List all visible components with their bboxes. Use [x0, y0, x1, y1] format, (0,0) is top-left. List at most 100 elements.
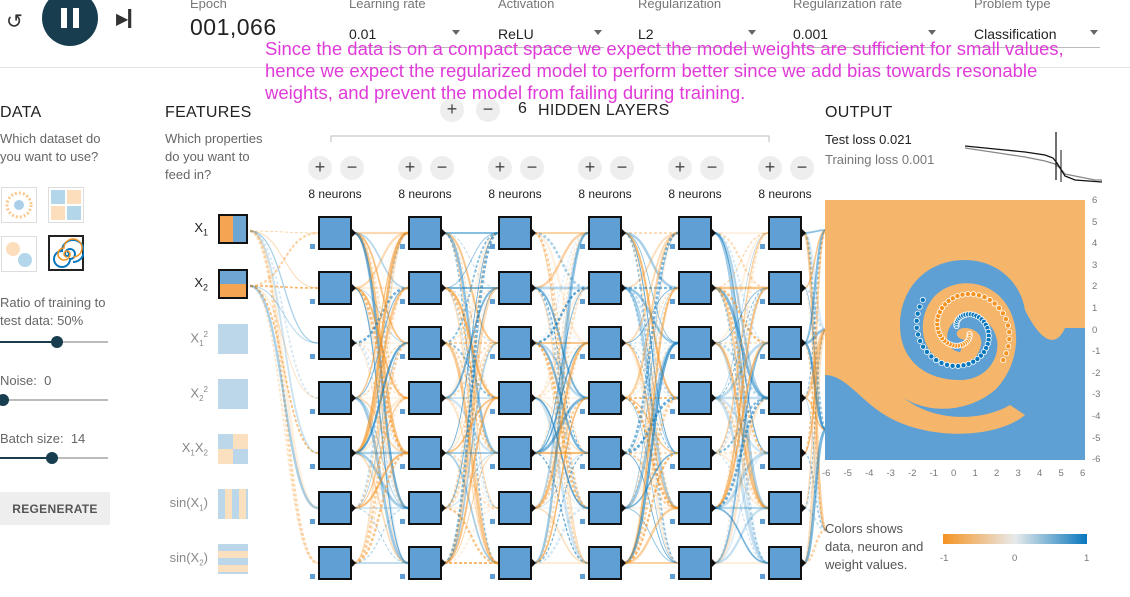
neuron[interactable] — [318, 491, 356, 525]
weight-link[interactable] — [623, 342, 679, 399]
feature-x2-squared[interactable] — [218, 379, 248, 409]
step-icon[interactable]: ▶▎ — [116, 11, 141, 28]
weight-link[interactable] — [353, 397, 409, 509]
weight-link[interactable] — [623, 232, 679, 509]
weight-link[interactable] — [713, 342, 769, 509]
weight-link[interactable] — [623, 287, 679, 454]
neuron[interactable] — [498, 546, 536, 580]
weight-link[interactable] — [713, 342, 769, 564]
weight-link[interactable] — [249, 230, 319, 454]
weight-link[interactable] — [533, 231, 589, 510]
remove-neuron-button[interactable]: − — [520, 156, 544, 180]
weight-link[interactable] — [443, 231, 499, 400]
weight-link[interactable] — [249, 285, 319, 399]
weight-link[interactable] — [353, 342, 409, 564]
weight-link[interactable] — [353, 232, 409, 564]
weight-link[interactable] — [353, 341, 409, 455]
learning-rate-select[interactable]: 0.01 — [349, 26, 462, 48]
weight-link[interactable] — [713, 232, 769, 344]
neuron[interactable] — [678, 436, 716, 470]
remove-neuron-button[interactable]: − — [340, 156, 364, 180]
weight-link[interactable] — [533, 232, 589, 399]
weight-link[interactable] — [443, 232, 499, 289]
weight-link[interactable] — [249, 285, 319, 564]
weight-link[interactable] — [623, 507, 679, 564]
reset-icon[interactable]: ↺ — [6, 11, 23, 33]
feature-x1x2[interactable] — [218, 434, 248, 464]
weight-link[interactable] — [623, 231, 679, 290]
weight-link[interactable] — [533, 287, 589, 454]
weight-link[interactable] — [623, 232, 679, 344]
weight-link[interactable] — [353, 231, 409, 455]
remove-layer-button[interactable]: − — [476, 98, 500, 122]
neuron[interactable] — [588, 491, 626, 525]
weight-link[interactable] — [713, 451, 769, 510]
remove-neuron-button[interactable]: − — [790, 156, 814, 180]
slider-handle[interactable] — [51, 336, 63, 348]
batch-slider[interactable] — [0, 452, 108, 464]
weight-link[interactable] — [803, 397, 827, 531]
remove-neuron-button[interactable]: − — [700, 156, 724, 180]
feature-sin-x2[interactable] — [218, 544, 248, 574]
weight-link[interactable] — [533, 232, 589, 454]
neuron[interactable] — [498, 436, 536, 470]
add-neuron-button[interactable]: + — [398, 156, 422, 180]
weight-link[interactable] — [249, 229, 319, 565]
weight-link[interactable] — [353, 342, 409, 509]
neuron[interactable] — [678, 546, 716, 580]
weight-link[interactable] — [249, 230, 319, 289]
neuron[interactable] — [408, 436, 446, 470]
weight-link[interactable] — [533, 287, 589, 399]
remove-neuron-button[interactable]: − — [430, 156, 454, 180]
weight-link[interactable] — [803, 342, 827, 531]
weight-link[interactable] — [443, 397, 499, 454]
weight-link[interactable] — [353, 396, 409, 455]
weight-link[interactable] — [443, 287, 499, 454]
neuron[interactable] — [588, 216, 626, 250]
weight-link[interactable] — [803, 229, 827, 509]
weight-link[interactable] — [713, 232, 769, 399]
weight-link[interactable] — [353, 397, 409, 564]
weight-link[interactable] — [802, 231, 828, 432]
weight-link[interactable] — [533, 506, 589, 565]
weight-link[interactable] — [353, 231, 409, 510]
neuron[interactable] — [768, 381, 806, 415]
neuron[interactable] — [768, 216, 806, 250]
feature-sin-x1[interactable] — [218, 489, 248, 519]
weight-link[interactable] — [623, 342, 679, 399]
weight-link[interactable] — [533, 341, 589, 510]
neuron[interactable] — [588, 546, 626, 580]
weight-link[interactable] — [713, 452, 769, 509]
weight-link[interactable] — [713, 232, 769, 289]
weight-link[interactable] — [353, 452, 409, 564]
weight-link[interactable] — [443, 342, 499, 564]
weight-link[interactable] — [353, 287, 409, 509]
weight-link[interactable] — [713, 452, 769, 564]
neuron[interactable] — [318, 216, 356, 250]
weight-link[interactable] — [713, 287, 769, 509]
weight-link[interactable] — [249, 229, 319, 510]
weight-link[interactable] — [443, 287, 499, 344]
neuron[interactable] — [408, 491, 446, 525]
weight-link[interactable] — [623, 231, 679, 455]
feature-x1[interactable] — [218, 214, 248, 244]
weight-link[interactable] — [623, 452, 679, 564]
neuron[interactable] — [768, 271, 806, 305]
weight-link[interactable] — [353, 507, 409, 564]
weight-link[interactable] — [713, 287, 769, 344]
add-layer-button[interactable]: + — [440, 98, 464, 122]
weight-link[interactable] — [443, 341, 499, 400]
add-neuron-button[interactable]: + — [578, 156, 602, 180]
ratio-slider[interactable] — [0, 336, 108, 348]
weight-link[interactable] — [713, 341, 769, 400]
weight-link[interactable] — [713, 341, 769, 400]
neuron[interactable] — [588, 271, 626, 305]
weight-link[interactable] — [713, 396, 769, 565]
neuron[interactable] — [408, 216, 446, 250]
weight-link[interactable] — [623, 287, 679, 454]
weight-link[interactable] — [249, 231, 319, 288]
weight-link[interactable] — [353, 341, 409, 565]
weight-link[interactable] — [533, 341, 589, 510]
weight-link[interactable] — [803, 229, 827, 564]
activation-select[interactable]: ReLU — [498, 26, 604, 48]
